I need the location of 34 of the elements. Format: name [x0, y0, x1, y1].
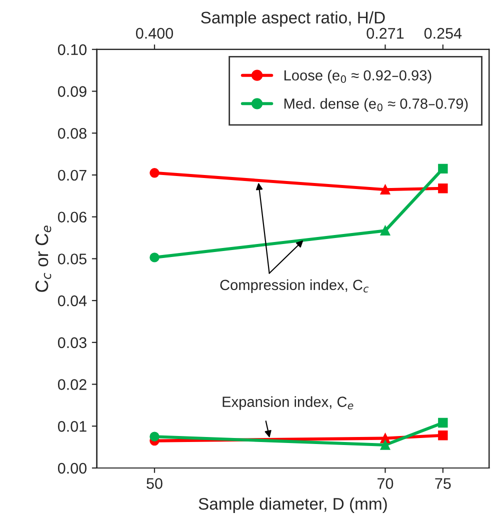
point	[380, 440, 390, 450]
y-axis-title: C$_{c}$ or C$_{e}$	[35, 226, 52, 292]
y-tick-label: 0.04	[58, 295, 87, 306]
annotation: Compression index, C$_{c}$	[220, 279, 369, 293]
annotation: Expansion index, C$_{e}$	[222, 396, 354, 410]
y-tick-label: 0.05	[58, 254, 86, 264]
y-tick-label: 0.06	[58, 212, 86, 223]
x2-axis-title: Sample aspect ratio, H/D	[201, 11, 385, 27]
y-tick-label: 0.00	[58, 462, 87, 474]
point	[438, 184, 448, 194]
point	[150, 432, 160, 442]
point	[438, 164, 448, 174]
legend-label: Loose (e$_{0}$ ≈ 0.92–0.93)	[284, 70, 432, 84]
y-tick-label: 0.01	[58, 421, 86, 432]
y-tick-label: 0.10	[58, 44, 87, 56]
point	[150, 252, 160, 262]
x-tick-label: 75	[435, 478, 451, 489]
x-tick-label: 50	[146, 478, 162, 489]
y-tick-label: 0.07	[58, 170, 86, 181]
point	[380, 226, 390, 236]
y-tick-label: 0.09	[58, 86, 86, 97]
text: 0.271	[366, 28, 404, 39]
point	[438, 430, 448, 440]
x-tick-label: 70	[378, 478, 394, 489]
legend-label: Med. dense (e$_{0}$ ≈ 0.78–0.79)	[284, 98, 468, 112]
y-tick-label: 0.02	[58, 379, 86, 390]
y-tick-label: 0.03	[58, 337, 86, 348]
text: 0.254	[424, 28, 462, 39]
point	[150, 168, 160, 178]
point	[438, 418, 448, 428]
point	[380, 184, 390, 194]
x-axis-title: Sample diameter, D (mm)	[198, 498, 387, 514]
y-tick-label: 0.08	[58, 128, 86, 139]
text: 0.400	[136, 28, 174, 39]
